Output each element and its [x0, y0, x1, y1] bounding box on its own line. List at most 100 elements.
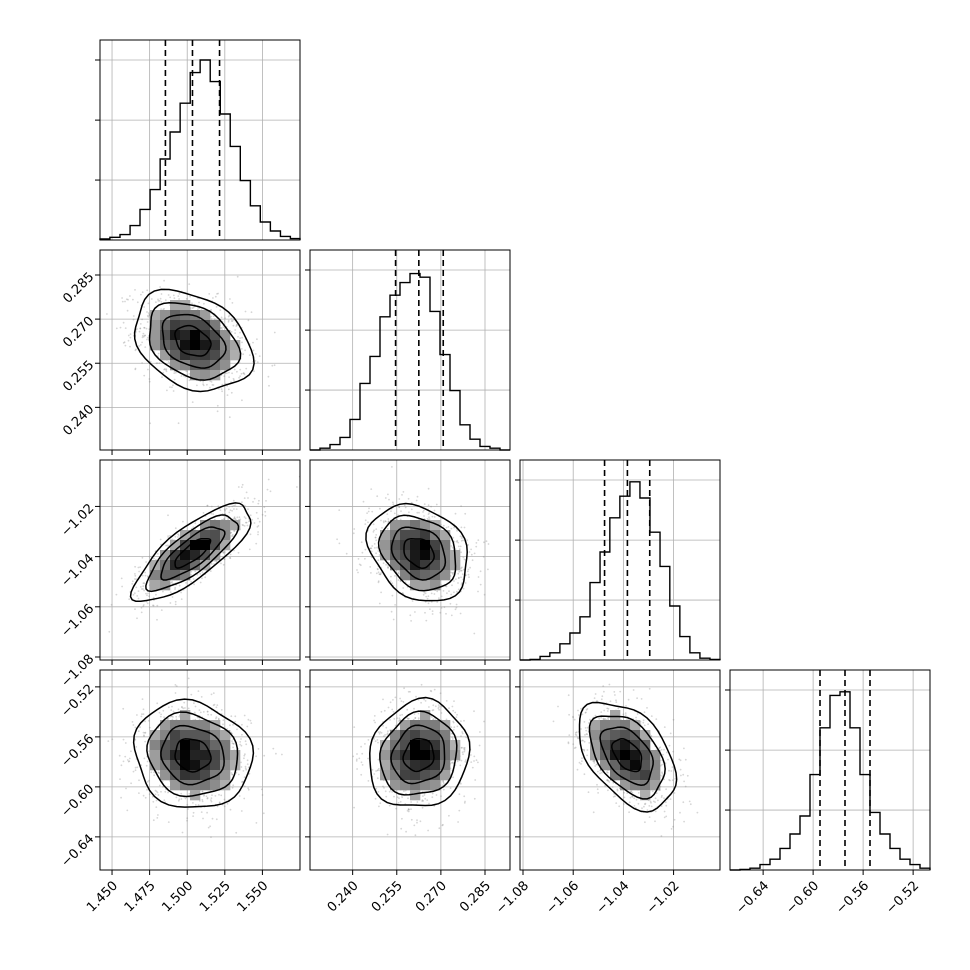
- scatter-point: [136, 617, 138, 620]
- density-cell: [390, 520, 401, 531]
- scatter-point: [370, 556, 373, 559]
- scatter-point: [430, 690, 433, 693]
- scatter-point: [223, 805, 226, 808]
- scatter-point: [440, 607, 443, 609]
- scatter-point: [387, 493, 389, 496]
- pair-inner-3: [100, 670, 300, 870]
- scatter-point: [440, 523, 442, 526]
- scatter-point: [173, 297, 176, 300]
- scatter-point: [245, 491, 248, 494]
- scatter-point: [212, 704, 215, 707]
- density-cell: [210, 760, 221, 771]
- density-cell: [200, 730, 211, 741]
- scatter-point: [180, 792, 183, 795]
- scatter-point: [463, 558, 466, 561]
- scatter-point: [220, 327, 222, 329]
- scatter-point: [178, 292, 181, 295]
- scatter-point: [148, 595, 151, 598]
- scatter-point: [244, 349, 247, 352]
- scatter-point: [247, 787, 250, 790]
- scatter-point: [231, 320, 234, 322]
- scatter-point: [157, 298, 159, 301]
- scatter-point: [119, 326, 122, 329]
- density-cell: [170, 340, 181, 351]
- scatter-point: [414, 717, 417, 719]
- hist-grid-2: [520, 460, 720, 660]
- scatter-point: [470, 553, 473, 556]
- scatter-point: [115, 593, 118, 596]
- scatter-point: [213, 703, 216, 706]
- scatter-point: [178, 715, 181, 718]
- scatter-point: [235, 508, 238, 510]
- contour-2-3: [365, 502, 468, 602]
- scatter-point: [263, 754, 266, 757]
- scatter-point: [483, 593, 486, 596]
- scatter-point: [220, 316, 223, 319]
- scatter-point: [457, 577, 460, 579]
- scatter-point: [442, 590, 445, 592]
- scatter-point: [169, 296, 172, 299]
- scatter-point: [186, 819, 188, 822]
- scatter-point: [227, 315, 230, 318]
- scatter-point: [427, 602, 430, 605]
- scatter-point: [193, 583, 196, 586]
- density-cell: [430, 580, 441, 591]
- scatter-point: [449, 571, 452, 574]
- scatter-point: [119, 778, 121, 780]
- scatter-point: [254, 360, 257, 362]
- scatter-point: [281, 753, 283, 756]
- scatter-point: [408, 583, 411, 586]
- scatter-point: [155, 799, 158, 802]
- scatter-point: [189, 295, 192, 298]
- density-cell: [160, 730, 171, 741]
- density-cell: [220, 330, 231, 341]
- scatter-point: [156, 791, 159, 794]
- scatter-point: [256, 361, 259, 364]
- scatter-point: [403, 504, 406, 507]
- scatter-point: [149, 422, 152, 425]
- density-cell: [210, 330, 221, 341]
- scatter-point: [479, 583, 482, 586]
- histogram-1: [310, 272, 510, 451]
- scatter-point: [382, 520, 385, 522]
- scatter-point: [202, 384, 205, 387]
- scatter-point: [391, 708, 394, 711]
- scatter-point: [400, 510, 402, 513]
- scatter-point: [198, 718, 201, 721]
- scatter-point: [148, 726, 151, 729]
- pair-frame-0: [99, 249, 301, 451]
- scatter-point: [143, 374, 146, 377]
- scatter-point: [375, 534, 378, 536]
- scatter-point: [237, 486, 240, 488]
- scatter-point: [364, 557, 366, 560]
- scatter-point: [146, 314, 149, 317]
- density-cell: [410, 550, 421, 561]
- scatter-point: [162, 709, 165, 712]
- scatter-point: [147, 312, 150, 314]
- scatter-point: [210, 800, 213, 803]
- density-cell: [210, 550, 221, 561]
- scatter-point: [232, 742, 235, 745]
- scatter-point: [215, 717, 217, 720]
- density-cell: [200, 760, 211, 771]
- scatter-point: [180, 598, 183, 600]
- scatter-point: [252, 341, 254, 344]
- scatter-point: [243, 373, 246, 376]
- scatter-point: [422, 795, 424, 797]
- density-cell: [380, 530, 391, 541]
- density-cell: [400, 570, 411, 581]
- density-cell: [150, 320, 161, 331]
- scatter-point: [244, 753, 246, 756]
- scatter-point: [136, 714, 138, 716]
- scatter-point: [239, 331, 241, 334]
- scatter-point: [210, 512, 213, 515]
- density-cell: [210, 350, 221, 361]
- density-cell: [390, 550, 401, 561]
- scatter-point: [143, 334, 146, 337]
- scatter-point: [216, 704, 219, 706]
- scatter-point: [163, 716, 166, 719]
- scatter-point: [141, 336, 144, 339]
- contours-1: [129, 502, 252, 603]
- scatter-point: [246, 763, 249, 766]
- density-cell: [170, 550, 181, 561]
